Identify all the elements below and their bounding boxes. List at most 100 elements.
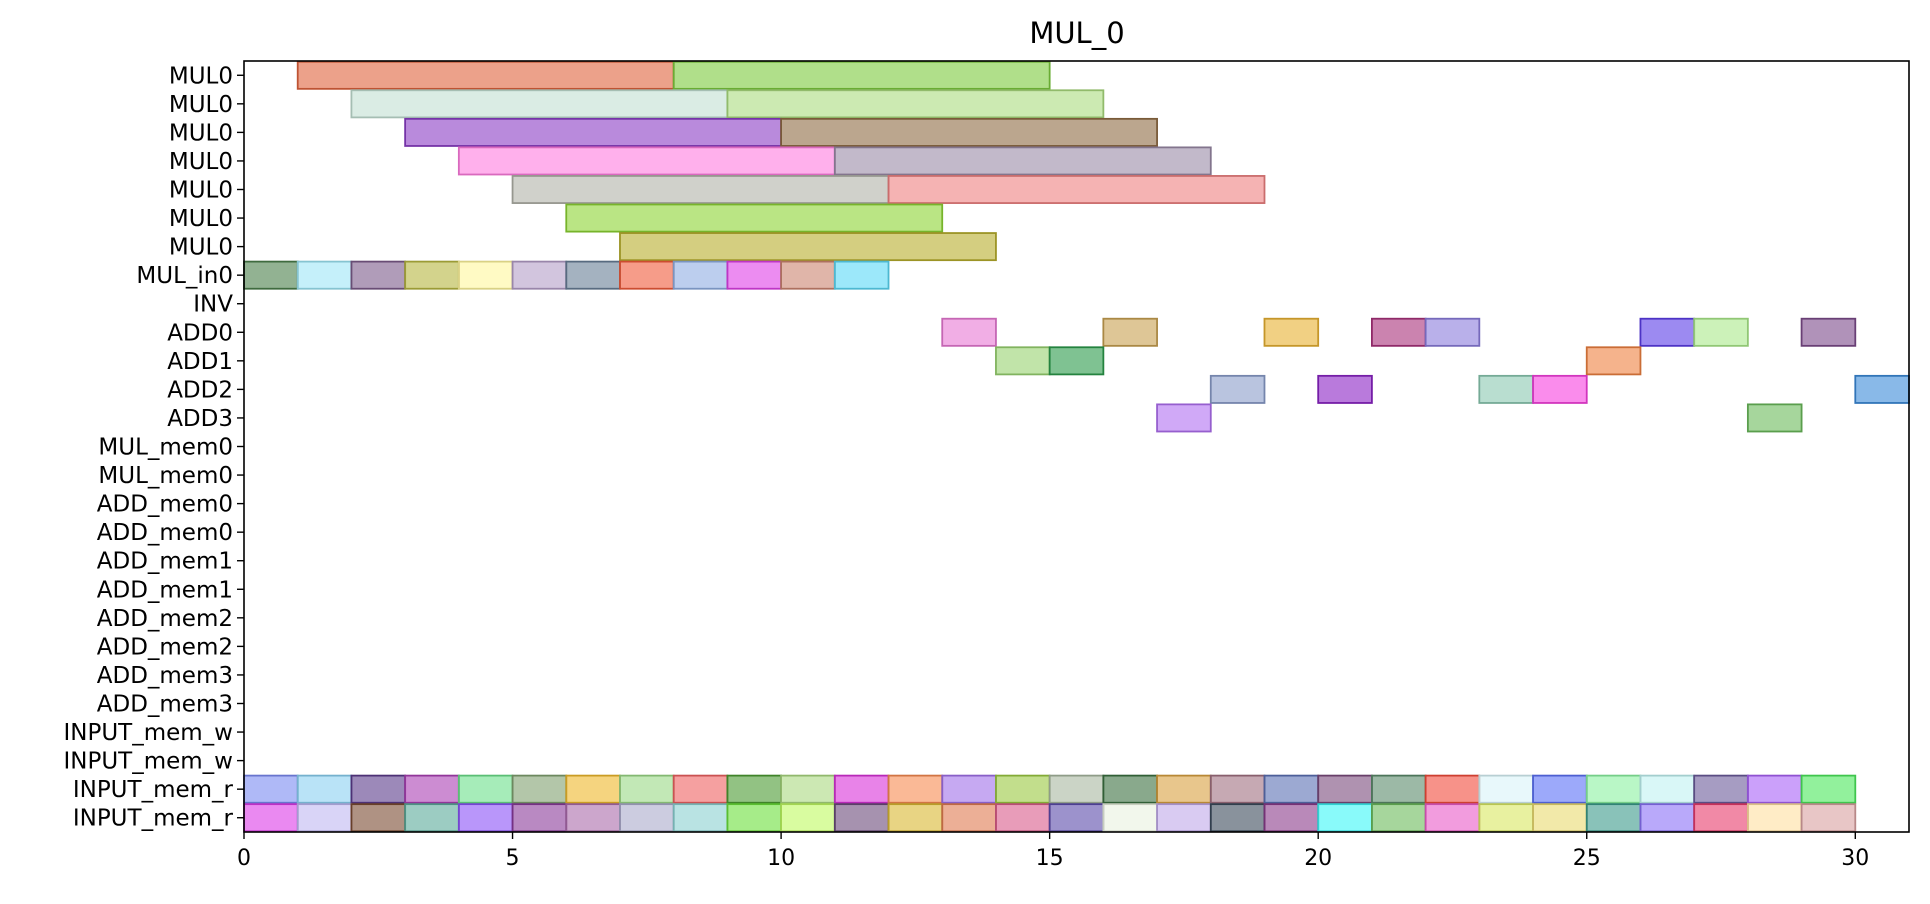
y-tick-label: ADD1	[167, 349, 233, 375]
task-bar-99	[1693, 803, 1749, 833]
task-bar-17	[511, 260, 568, 290]
y-axis: MUL0MUL0MUL0MUL0MUL0MUL0MUL0MUL_in0INVAD…	[63, 63, 244, 832]
task-bar-65	[1478, 774, 1534, 804]
task-bar-74	[350, 803, 407, 833]
task-bar-24	[941, 317, 997, 347]
task-bar-32	[995, 346, 1051, 376]
task-bar-22	[780, 260, 836, 290]
task-bar-101	[1800, 803, 1857, 833]
task-bar-36	[1317, 374, 1373, 404]
task-bar-79	[619, 803, 675, 833]
task-bar-39	[1854, 374, 1910, 404]
task-bar-80	[672, 803, 729, 833]
y-tick-label: MUL0	[169, 149, 233, 175]
task-bar-94	[1424, 803, 1481, 833]
y-tick-label: MUL_in0	[136, 263, 233, 289]
task-bar-23	[833, 260, 890, 290]
task-bar-72	[243, 803, 299, 833]
y-tick-label: ADD_mem0	[97, 520, 233, 546]
task-bar-28	[1424, 317, 1481, 347]
y-tick-label: ADD_mem1	[97, 577, 233, 603]
y-tick-label: ADD0	[167, 320, 233, 346]
task-bar-70	[1746, 774, 1803, 804]
y-tick-label: INPUT_mem_w	[63, 720, 233, 746]
task-bar-59	[1156, 774, 1212, 804]
task-bar-45	[404, 774, 460, 804]
x-tick-label: 25	[1573, 846, 1601, 871]
task-bar-49	[619, 774, 675, 804]
task-bar-90	[1209, 803, 1266, 833]
task-bar-88	[1102, 803, 1158, 833]
task-bar-20	[672, 260, 729, 290]
task-bar-53	[833, 774, 890, 804]
task-bar-52	[780, 774, 836, 804]
x-axis: 0 5 10 15 20 25 30	[237, 832, 1869, 871]
task-bar-33	[1048, 346, 1105, 376]
x-tick-label: 5	[506, 846, 520, 871]
task-bar-95	[1478, 803, 1534, 833]
task-bar-48	[565, 774, 621, 804]
task-bar-51	[726, 774, 783, 804]
task-bar-4	[404, 117, 783, 147]
task-bar-77	[511, 803, 568, 833]
task-bars	[243, 60, 1910, 833]
task-bar-31	[1800, 317, 1857, 347]
task-bar-5	[780, 117, 1158, 147]
task-bar-0	[296, 60, 675, 90]
task-bar-62	[1317, 774, 1373, 804]
chart-title: MUL_0	[1029, 16, 1124, 50]
task-bar-15	[404, 260, 460, 290]
plot-frame	[243, 60, 1910, 833]
task-bar-14	[350, 260, 407, 290]
task-bar-11	[619, 232, 997, 262]
task-bar-37	[1478, 374, 1534, 404]
y-tick-label: MUL0	[169, 178, 233, 204]
task-bar-73	[296, 803, 353, 833]
task-bar-41	[1746, 403, 1803, 433]
y-tick-label: INV	[193, 292, 233, 318]
task-bar-9	[887, 175, 1266, 204]
task-bar-69	[1693, 774, 1749, 804]
task-bar-71	[1800, 774, 1857, 804]
task-bar-50	[672, 774, 729, 804]
task-bar-83	[833, 803, 890, 833]
task-bar-35	[1209, 374, 1266, 404]
task-bar-38	[1532, 374, 1588, 404]
task-bar-100	[1746, 803, 1803, 833]
task-bar-76	[457, 803, 514, 833]
y-tick-label: ADD_mem3	[97, 692, 233, 718]
task-bar-44	[350, 774, 407, 804]
task-bar-81	[726, 803, 783, 833]
task-bar-75	[404, 803, 460, 833]
task-bar-57	[1048, 774, 1105, 804]
task-bar-3	[726, 89, 1105, 119]
y-tick-label: ADD3	[167, 406, 233, 432]
x-tick-label: 15	[1036, 846, 1064, 871]
task-bar-29	[1639, 317, 1696, 347]
x-tick-label: 20	[1304, 846, 1332, 871]
task-bar-78	[565, 803, 621, 833]
task-bar-30	[1693, 317, 1749, 347]
task-bar-47	[511, 774, 568, 804]
task-bar-63	[1371, 774, 1427, 804]
task-bar-25	[1102, 317, 1158, 347]
task-bar-43	[296, 774, 353, 804]
task-bar-98	[1639, 803, 1696, 833]
task-bar-7	[833, 146, 1212, 176]
y-tick-label: ADD_mem2	[97, 634, 233, 660]
y-tick-label: ADD_mem1	[97, 549, 233, 575]
x-tick-label: 30	[1841, 846, 1869, 871]
task-bar-89	[1156, 803, 1212, 833]
task-bar-56	[995, 774, 1051, 804]
task-bar-12	[243, 260, 299, 290]
x-tick-label: 10	[767, 846, 795, 871]
task-bar-96	[1532, 803, 1588, 833]
task-bar-54	[887, 774, 944, 804]
task-bar-55	[941, 774, 997, 804]
task-bar-46	[457, 774, 514, 804]
task-bar-2	[350, 89, 729, 119]
task-bar-91	[1263, 803, 1320, 833]
task-bar-40	[1156, 403, 1212, 433]
